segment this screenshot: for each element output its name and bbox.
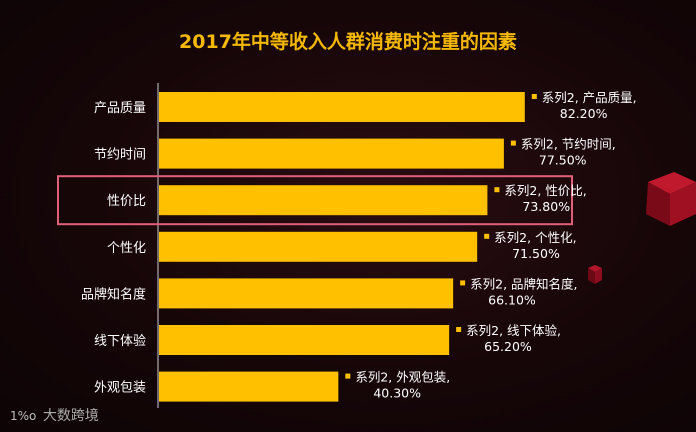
data-label-marker [510, 140, 516, 146]
data-label-marker [456, 327, 462, 332]
data-label-line1: 系列2, 品牌知名度, [470, 276, 577, 291]
category-label: 性价比 [107, 194, 146, 209]
category-label: 品牌知名度 [81, 286, 146, 302]
data-label-value: 66.10% [488, 292, 536, 307]
data-label-line1: 系列2, 性价比, [504, 183, 586, 198]
highlight-box [57, 175, 573, 226]
data-label-line1: 系列2, 产品质量, [542, 90, 637, 105]
data-label-line1: 系列2, 个性化, [494, 230, 576, 245]
bar [159, 371, 339, 402]
data-label-marker [345, 373, 351, 379]
bar [159, 325, 450, 355]
bar [159, 231, 478, 262]
data-label-value: 65.20% [484, 339, 532, 354]
watermark-logo-icon: 1%o [10, 409, 37, 423]
data-label-value: 71.50% [512, 246, 560, 261]
data-label-value: 73.80% [522, 199, 570, 214]
data-label-marker [460, 280, 466, 286]
chart-title: 2017年中等收入人群消费时注重的因素 [179, 30, 517, 53]
bar [159, 185, 488, 216]
data-label-value: 77.50% [539, 153, 587, 168]
category-label: 个性化 [107, 241, 146, 256]
data-label-value: 82.20% [560, 106, 608, 121]
decorative-red-cube [640, 168, 696, 230]
data-label-line1: 系列2, 外观包装, [355, 370, 450, 385]
watermark: 1%o 大数跨境 [10, 405, 99, 425]
decorative-small-cube [586, 264, 602, 288]
data-label-line1: 系列2, 线下体验, [466, 323, 561, 338]
category-label: 产品质量 [94, 101, 146, 116]
bar [159, 92, 525, 122]
data-label-line1: 系列2, 节约时间, [521, 137, 616, 152]
category-label: 线下体验 [94, 333, 146, 349]
bar [159, 138, 504, 169]
data-label-marker [531, 94, 537, 99]
bar [159, 278, 454, 309]
category-label: 外观包装 [94, 381, 146, 396]
watermark-text: 大数跨境 [42, 408, 99, 424]
data-label-marker [494, 187, 500, 193]
category-label: 节约时间 [94, 148, 146, 163]
data-label-marker [484, 233, 490, 239]
data-label-value: 40.30% [373, 386, 421, 401]
